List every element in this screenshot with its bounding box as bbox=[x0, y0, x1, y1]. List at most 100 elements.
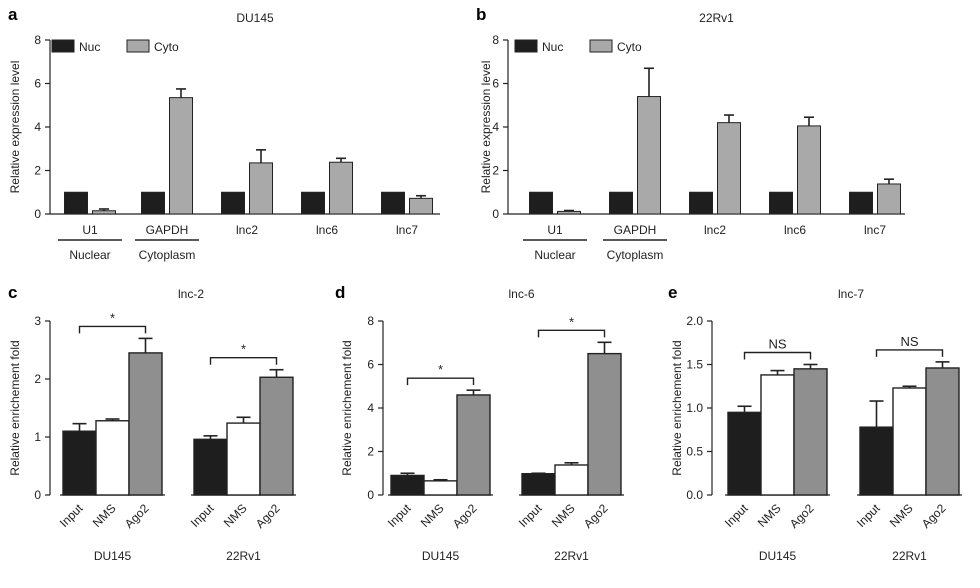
group-label: Nuclear bbox=[534, 248, 575, 262]
bar-cyto bbox=[409, 197, 433, 215]
y-tick-label: 3 bbox=[34, 314, 41, 328]
panel-letter: e bbox=[668, 283, 677, 302]
y-tick-label: 2 bbox=[34, 164, 41, 178]
chart-title: lnc-2 bbox=[178, 287, 204, 301]
bar-nms bbox=[760, 374, 795, 496]
bar-cyto bbox=[249, 162, 273, 215]
panel-letter: d bbox=[335, 283, 345, 302]
significance-label: * bbox=[241, 342, 246, 357]
panel-d: d lnc-6 0 2 4 6 8 Relative enrichement fold Inpu… bbox=[335, 283, 624, 563]
bar-input bbox=[193, 438, 228, 496]
bar-nuc bbox=[849, 191, 873, 215]
significance-label: * bbox=[110, 310, 115, 325]
x-category-label: NMS bbox=[418, 501, 447, 530]
y-tick-label: 0 bbox=[34, 488, 41, 502]
x-category-label: lnc7 bbox=[864, 223, 886, 237]
bar-nuc bbox=[609, 191, 633, 215]
y-axis-label: Relative enrichement fold bbox=[8, 340, 22, 475]
bar-ago2 bbox=[925, 367, 960, 496]
legend-label: Cyto bbox=[617, 40, 642, 54]
group-label: Cytoplasm bbox=[139, 248, 196, 262]
y-tick-label: 8 bbox=[492, 33, 499, 47]
significance-bracket bbox=[406, 377, 475, 386]
x-category-label: Input bbox=[854, 501, 883, 530]
significance-label: * bbox=[438, 362, 443, 377]
bar-cyto bbox=[797, 125, 821, 215]
x-category-label: lnc2 bbox=[236, 223, 258, 237]
legend-label: Nuc bbox=[542, 40, 563, 54]
y-axis-label: Relative expression level bbox=[479, 61, 493, 194]
x-category-label: NMS bbox=[221, 501, 250, 530]
y-tick-label: 6 bbox=[492, 77, 499, 91]
y-tick-label: 1.5 bbox=[686, 358, 703, 372]
bar-input bbox=[859, 426, 894, 496]
cell-line-label: DU145 bbox=[422, 549, 460, 563]
bar-ago2 bbox=[587, 352, 622, 496]
chart-title: lnc-7 bbox=[838, 287, 864, 301]
panel-a: a DU145 0 2 4 6 8 Relative expression level U1 GA… bbox=[8, 5, 440, 262]
y-tick-label: 8 bbox=[367, 314, 374, 328]
x-category-label: Ago2 bbox=[122, 501, 152, 531]
significance-label: NS bbox=[900, 334, 918, 349]
x-category-label: lnc7 bbox=[396, 223, 418, 237]
bar-nuc bbox=[64, 191, 88, 215]
y-tick-label: 2.0 bbox=[686, 314, 703, 328]
group-label: Cytoplasm bbox=[607, 248, 664, 262]
significance-bracket bbox=[209, 357, 278, 365]
bar-ago2 bbox=[128, 352, 163, 496]
bar-nuc bbox=[141, 191, 165, 215]
x-category-label: NMS bbox=[90, 501, 119, 530]
bar-cyto bbox=[329, 161, 353, 215]
x-category-label: NMS bbox=[887, 501, 916, 530]
bar-cyto bbox=[92, 210, 116, 215]
y-tick-label: 0 bbox=[34, 207, 41, 221]
chart-title: lnc-6 bbox=[508, 287, 534, 301]
x-category-label: Ago2 bbox=[450, 501, 480, 531]
significance-bracket bbox=[743, 351, 812, 360]
panel-letter: c bbox=[8, 283, 17, 302]
x-category-label: NMS bbox=[549, 501, 578, 530]
x-category-label: Ago2 bbox=[253, 501, 283, 531]
bar-ago2 bbox=[793, 368, 828, 496]
bar-nms bbox=[892, 387, 927, 496]
y-tick-label: 0 bbox=[492, 207, 499, 221]
legend-swatch bbox=[126, 39, 150, 53]
legend-swatch bbox=[589, 39, 613, 53]
bar-cyto bbox=[557, 210, 581, 215]
significance-bracket bbox=[875, 349, 944, 357]
bar-nms bbox=[423, 480, 458, 496]
cell-line-label: DU145 bbox=[94, 549, 132, 563]
y-tick-label: 1.0 bbox=[686, 401, 703, 415]
y-axis-label: Relative enrichement fold bbox=[670, 340, 684, 475]
x-category-label: Ago2 bbox=[919, 501, 949, 531]
y-tick-label: 2 bbox=[367, 445, 374, 459]
bar-nuc bbox=[529, 191, 553, 215]
x-category-label: Ago2 bbox=[581, 501, 611, 531]
x-category-label: U1 bbox=[547, 223, 563, 237]
bar-nuc bbox=[381, 191, 405, 215]
bar-cyto bbox=[717, 122, 741, 215]
bar-nuc bbox=[769, 191, 793, 215]
x-category-label: U1 bbox=[82, 223, 98, 237]
y-tick-label: 6 bbox=[34, 77, 41, 91]
bar-cyto bbox=[169, 97, 193, 215]
bar-ago2 bbox=[456, 394, 491, 496]
bar-nms bbox=[95, 420, 130, 496]
panel-b: b 22Rv1 0 2 4 6 8 Relative expression level U1 GA… bbox=[476, 5, 905, 262]
y-tick-label: 2 bbox=[492, 164, 499, 178]
x-category-label: Input bbox=[516, 501, 545, 530]
x-category-label: lnc2 bbox=[704, 223, 726, 237]
bar-ago2 bbox=[259, 376, 294, 496]
cell-line-label: DU145 bbox=[759, 549, 797, 563]
y-tick-label: 6 bbox=[367, 358, 374, 372]
y-tick-label: 8 bbox=[34, 33, 41, 47]
x-category-label: Ago2 bbox=[787, 501, 817, 531]
y-tick-label: 4 bbox=[492, 120, 499, 134]
panel-letter: a bbox=[8, 5, 18, 24]
panel-letter: b bbox=[476, 5, 486, 24]
x-category-label: Input bbox=[385, 501, 414, 530]
cell-line-label: 22Rv1 bbox=[554, 549, 589, 563]
bar-cyto bbox=[877, 183, 901, 215]
legend-label: Cyto bbox=[154, 40, 179, 54]
